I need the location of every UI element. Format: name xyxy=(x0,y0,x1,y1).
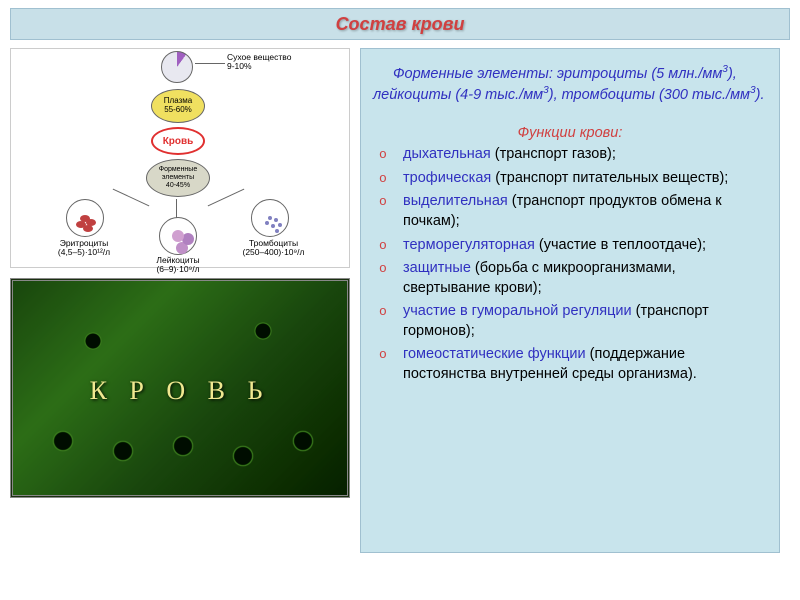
function-keyword: трофическая xyxy=(403,170,491,186)
function-rest: (транспорт питательных веществ); xyxy=(491,170,728,186)
content-panel: Форменные элементы: эритроциты (5 млн./м… xyxy=(360,48,780,553)
erythro-value: (4,5–5)·10¹²/л xyxy=(58,247,110,257)
elements-label: Форменные элементы xyxy=(147,166,209,181)
function-keyword: защитные xyxy=(403,260,471,276)
function-keyword: участие в гуморальной регуляции xyxy=(403,303,632,319)
title-bar: Состав крови xyxy=(10,8,790,40)
function-rest: (транспорт газов); xyxy=(491,146,616,162)
function-keyword: дыхательная xyxy=(403,146,491,162)
function-rest: (участие в теплоотдаче); xyxy=(535,237,706,253)
function-keyword: гомеостатические функции xyxy=(403,346,586,362)
function-item: гомеостатические функции (поддержание по… xyxy=(379,345,767,384)
functions-heading: Функции крови: xyxy=(373,124,767,144)
dry-value: 9-10% xyxy=(227,61,252,71)
functions-list: дыхательная (транспорт газов);трофическа… xyxy=(373,145,767,384)
function-item: выделительная (транспорт продуктов обмен… xyxy=(379,192,767,231)
left-column: Сухое вещество 9-10% Плазма 55-60% Кровь… xyxy=(10,48,350,498)
blood-microscopy-photo: К Р О В Ь xyxy=(10,278,350,498)
elements-value: 40-45% xyxy=(166,182,190,190)
center-label: Кровь xyxy=(163,136,194,147)
thrombo-value: (250–400)·10⁹/л xyxy=(243,247,305,257)
function-item: дыхательная (транспорт газов); xyxy=(379,145,767,165)
intro-text: Форменные элементы: эритроциты (5 млн./м… xyxy=(373,63,767,106)
function-item: трофическая (транспорт питательных вещес… xyxy=(379,169,767,189)
function-keyword: выделительная xyxy=(403,193,508,209)
function-item: участие в гуморальной регуляции (транспо… xyxy=(379,302,767,341)
plasma-value: 55-60% xyxy=(164,106,192,115)
photo-caption: К Р О В Ь xyxy=(13,376,347,406)
slide-title: Состав крови xyxy=(336,14,465,35)
function-keyword: терморегуляторная xyxy=(403,237,535,253)
blood-composition-diagram: Сухое вещество 9-10% Плазма 55-60% Кровь… xyxy=(10,48,350,268)
leuko-value: (6–9)·10⁹/л xyxy=(156,264,199,274)
function-item: защитные (борьба с микроорганизмами, све… xyxy=(379,259,767,298)
function-item: терморегуляторная (участие в теплоотдаче… xyxy=(379,236,767,256)
